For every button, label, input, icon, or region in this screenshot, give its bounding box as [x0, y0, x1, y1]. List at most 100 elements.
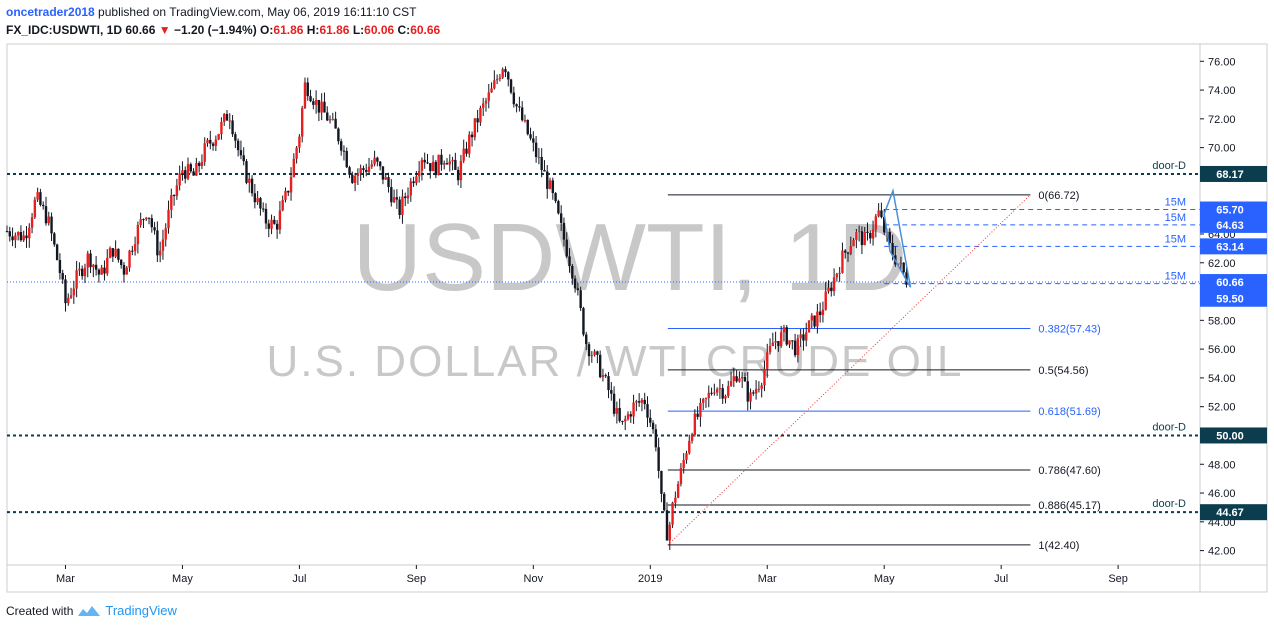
candle-body [356, 173, 360, 177]
candle-body [841, 250, 844, 273]
y-tick-label: 54.00 [1208, 373, 1236, 385]
candle-body [259, 198, 262, 209]
candle-body [676, 483, 680, 498]
candle-body [434, 161, 438, 176]
candle-body [543, 169, 546, 172]
candle-body [248, 178, 251, 183]
candle-body [373, 157, 376, 165]
candle-body [818, 311, 822, 316]
candle-body [189, 164, 192, 172]
candle-body [89, 253, 92, 268]
candle-body [292, 158, 296, 177]
candle-body [757, 388, 761, 390]
candle-body [540, 156, 543, 170]
candle-body [774, 341, 777, 343]
x-tick-label: Nov [524, 573, 544, 585]
candle-body [779, 332, 783, 347]
x-tick-label: Mar [56, 573, 75, 585]
candle-body [125, 267, 128, 275]
open-value: 61.86 [273, 23, 304, 37]
candle-body [649, 417, 652, 423]
candle-body [788, 340, 791, 345]
level-15m-label: 15M [1165, 233, 1186, 245]
x-tick-label: Mar [758, 573, 777, 585]
candle-body [604, 375, 607, 377]
candle-body [665, 510, 669, 541]
candle-body [231, 120, 234, 135]
candle-body [220, 121, 223, 135]
price-badge-label: 50.00 [1216, 430, 1244, 442]
candle-body [306, 82, 309, 97]
candle-body [643, 399, 646, 405]
candle-body [142, 219, 145, 221]
candle-body [593, 351, 596, 356]
candle-body [601, 375, 605, 378]
candle-body [376, 157, 379, 162]
candle-body [793, 340, 797, 356]
author-link[interactable]: oncetrader2018 [6, 5, 95, 19]
candle-body [167, 209, 170, 229]
candle-body [378, 161, 382, 167]
candle-body [548, 180, 552, 189]
candle-body [766, 352, 769, 369]
candle-body [807, 320, 811, 333]
candle-body [211, 143, 215, 146]
candle-body [184, 170, 187, 179]
publish-line: oncetrader2018 published on TradingView.… [6, 5, 416, 19]
candle-body [217, 134, 220, 140]
candle-body [348, 167, 351, 175]
candle-body [147, 217, 151, 219]
candle-body [871, 229, 875, 239]
candle-body [710, 392, 713, 394]
candle-body [440, 154, 443, 165]
x-tick-label: May [874, 573, 895, 585]
candle-body [44, 206, 48, 224]
candle-body [771, 342, 775, 347]
candle-body [799, 334, 802, 339]
candle-body [554, 193, 557, 202]
candle-body [398, 199, 401, 216]
candle-body [75, 270, 78, 289]
candle-body [264, 208, 268, 224]
candle-body [300, 108, 304, 137]
candle-body [448, 161, 451, 165]
candle-body [64, 279, 67, 304]
candle-body [431, 161, 435, 172]
candle-body [640, 399, 644, 403]
candle-body [534, 142, 538, 157]
candle-body [573, 278, 577, 289]
candle-body [615, 407, 619, 414]
fib-level-label: 0.786(47.60) [1038, 465, 1100, 477]
candle-body [284, 190, 287, 200]
tradingview-brand-link[interactable]: TradingView [105, 603, 177, 618]
candle-body [273, 219, 276, 224]
symbol-name: FX_IDC:USDWTI, 1D [6, 23, 123, 37]
candle-body [289, 176, 293, 193]
x-tick-label: Sep [1108, 573, 1128, 585]
candle-body [156, 230, 159, 256]
candle-body [92, 264, 95, 268]
candle-body [370, 164, 374, 167]
candle-body [830, 287, 833, 292]
candle-body [707, 392, 710, 399]
candle-body [657, 447, 660, 471]
candle-body [532, 138, 535, 143]
candle-body [206, 139, 209, 144]
candle-body [28, 227, 31, 239]
candle-body [242, 155, 245, 162]
candle-body [596, 351, 599, 355]
candle-body [170, 195, 173, 210]
candle-body [5, 231, 9, 233]
price-badge [1200, 165, 1267, 182]
candle-body [587, 344, 591, 357]
candle-body [612, 393, 616, 414]
candle-body [451, 159, 454, 162]
candle-body [805, 332, 808, 341]
candle-body [498, 77, 502, 79]
candle-body [456, 169, 460, 181]
candle-body [100, 267, 103, 275]
candle-body [145, 217, 148, 220]
door-level-label: door-D [1152, 498, 1186, 510]
candle-body [437, 154, 440, 176]
